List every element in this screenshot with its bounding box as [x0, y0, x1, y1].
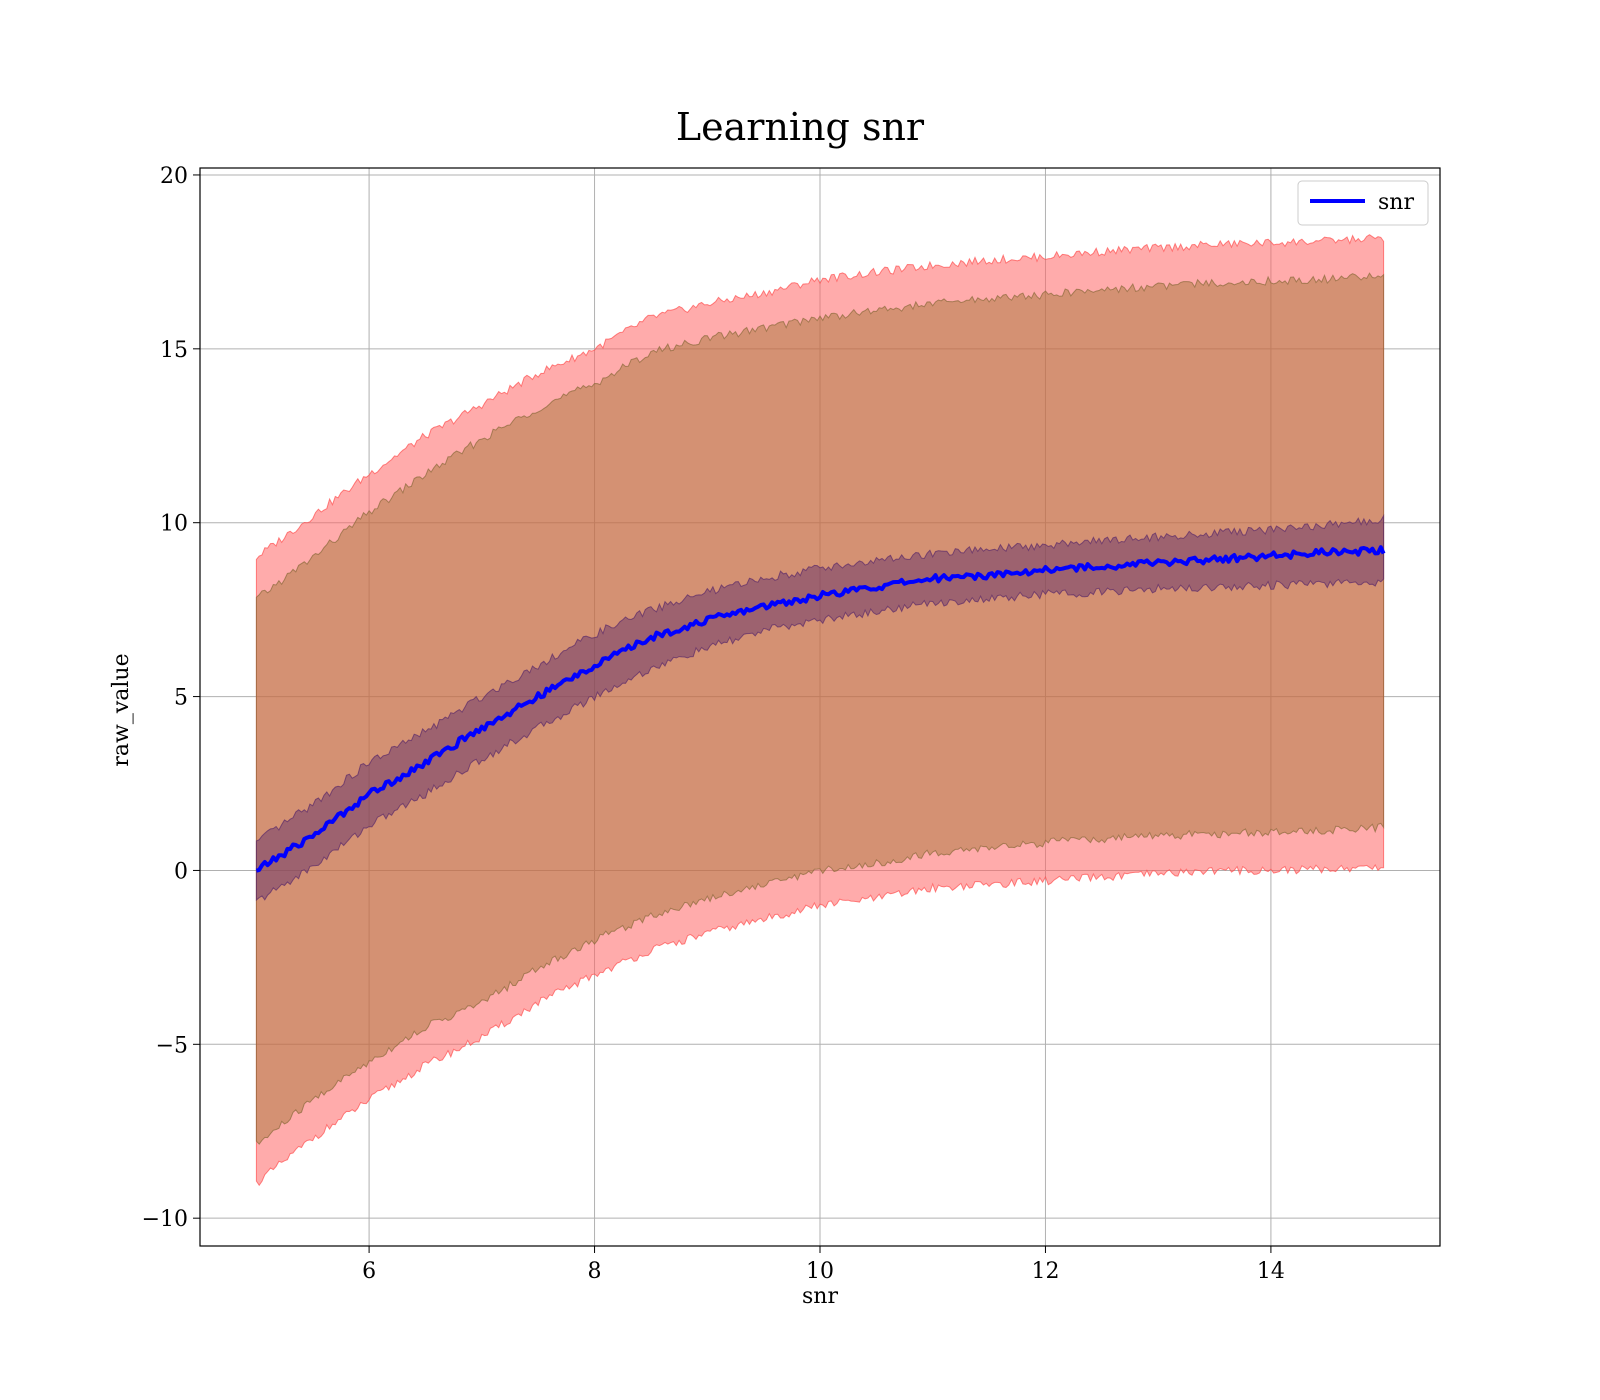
y-axis-ticks: −10 −5 0 5 10 15 20	[142, 164, 200, 1232]
y-tick-label: 15	[160, 338, 188, 363]
x-tick-label: 12	[1031, 1259, 1059, 1284]
y-tick-label: −10	[142, 1207, 188, 1232]
legend-label-snr: snr	[1378, 190, 1414, 215]
x-tick-label: 6	[362, 1259, 376, 1284]
x-axis-ticks: 6 8 10 12 14	[362, 1246, 1285, 1284]
series-line-snr	[255, 545, 1386, 873]
y-tick-label: 5	[174, 686, 188, 711]
y-tick-label: −5	[156, 1033, 188, 1058]
x-tick-label: 14	[1257, 1259, 1285, 1284]
outer-band	[255, 234, 1385, 1187]
y-axis-label: raw_value	[109, 653, 134, 766]
middle-band	[255, 272, 1385, 1145]
y-tick-label: 20	[160, 164, 188, 189]
series-lines	[255, 545, 1386, 873]
x-tick-label: 8	[588, 1259, 602, 1284]
y-tick-label: 10	[160, 512, 188, 537]
x-tick-label: 10	[806, 1259, 834, 1284]
chart-title: Learning snr	[676, 105, 925, 149]
legend: snr	[1297, 180, 1429, 226]
y-tick-label: 0	[174, 859, 188, 884]
plot-area	[199, 167, 1441, 1247]
x-axis-label: snr	[802, 1284, 838, 1309]
